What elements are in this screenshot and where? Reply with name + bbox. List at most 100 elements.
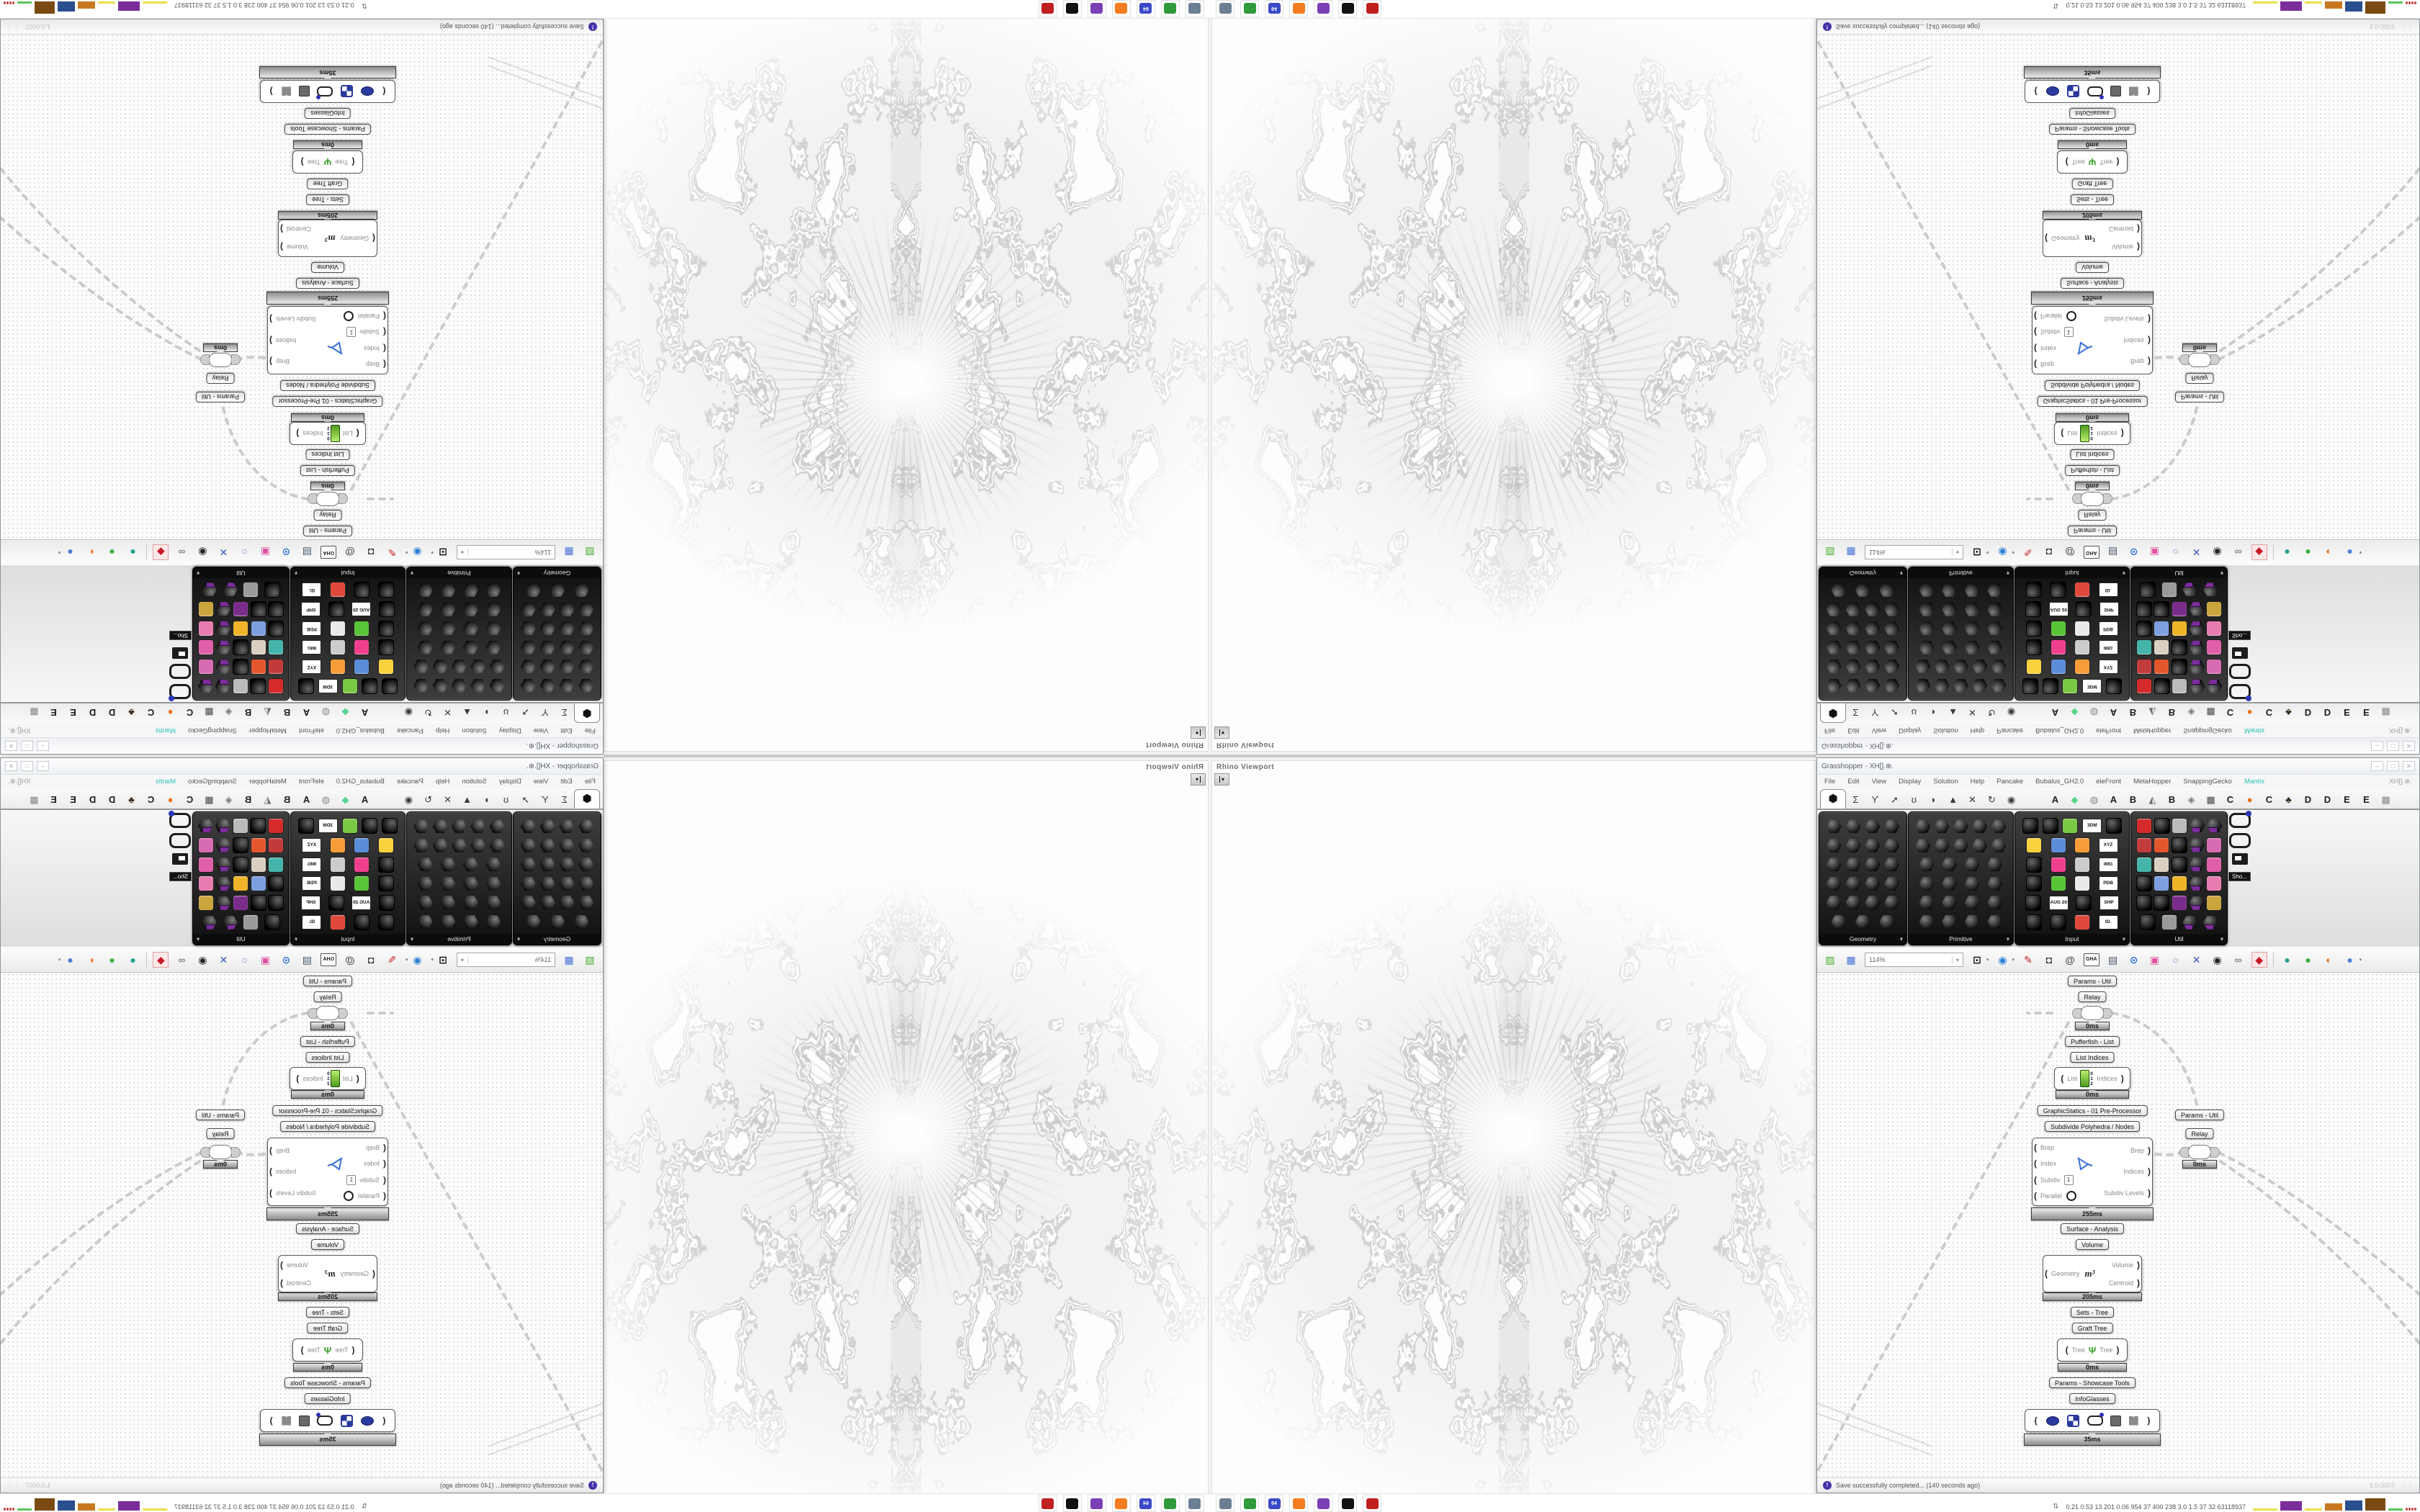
component-icon[interactable] xyxy=(362,678,378,695)
menu-item-pancake[interactable]: Pancake xyxy=(396,778,424,786)
chevron-down-icon[interactable]: ▾ xyxy=(431,549,434,554)
component-icon[interactable] xyxy=(233,639,249,656)
component-icon[interactable] xyxy=(2050,639,2066,656)
component-icon[interactable] xyxy=(578,896,593,909)
taskbar-app-system-monitor[interactable] xyxy=(1216,0,1234,17)
component-icon[interactable] xyxy=(377,639,394,656)
chevron-down-icon[interactable]: ▾ xyxy=(457,956,468,963)
component-icon[interactable] xyxy=(2171,600,2187,617)
panel-label-primitive[interactable]: Primitive ▾ xyxy=(1909,567,2013,578)
tab-gem-tab[interactable]: ◆ xyxy=(2071,707,2079,718)
component-icon[interactable] xyxy=(329,876,346,892)
toolbar-icon-rings[interactable]: ∞ xyxy=(2234,546,2242,558)
toolbar-icon-speaker[interactable]: ◘ xyxy=(2045,546,2053,558)
toolbar-icon-sphere-ring[interactable]: ◉ xyxy=(2213,954,2222,966)
grasshopper-titlebar[interactable]: Grasshopper - XH[].⊕. ‒ □ ✕ xyxy=(1,758,603,775)
tab-surface[interactable]: ◗ xyxy=(1930,794,1937,805)
list-indices-node[interactable]: ( List 0 1 2 Indices ) xyxy=(290,422,366,445)
component-icon[interactable] xyxy=(1919,914,1935,929)
component-icon[interactable] xyxy=(197,639,214,656)
toolbar-icon-ball-blue[interactable]: ● xyxy=(2347,546,2353,558)
relay-node[interactable] xyxy=(209,1145,232,1159)
component-icon[interactable] xyxy=(1826,819,1842,834)
component-icon[interactable] xyxy=(341,678,358,695)
component-icon[interactable] xyxy=(2050,914,2066,931)
taskbar-app-red-app[interactable] xyxy=(1039,0,1057,17)
component-icon[interactable] xyxy=(215,641,230,654)
group-label[interactable]: Surface - Analysis xyxy=(2060,1223,2125,1234)
tab-transform[interactable]: ↻ xyxy=(424,707,432,718)
component-icon[interactable] xyxy=(1953,660,1968,673)
easel-icon[interactable] xyxy=(2232,853,2248,865)
menu-item-view[interactable]: View xyxy=(1871,778,1887,786)
rhino-viewport-canvas[interactable]: Rhino Viewport ▾ xyxy=(1211,760,1816,1495)
component-icon[interactable] xyxy=(1972,819,1988,834)
toolbar-icon-at-sign[interactable]: @ xyxy=(2065,954,2075,966)
menu-item-file[interactable]: File xyxy=(1824,726,1836,734)
resize-grip[interactable]: ⋮⋮ xyxy=(6,1481,19,1489)
component-icon[interactable] xyxy=(490,679,505,693)
component-icon[interactable] xyxy=(1845,819,1861,834)
component-icon[interactable] xyxy=(197,600,214,617)
taskbar-app-retro-device[interactable] xyxy=(1240,0,1259,17)
component-icon[interactable] xyxy=(2136,678,2152,695)
component-icon[interactable] xyxy=(2189,876,2205,891)
component-icon[interactable] xyxy=(578,679,593,693)
component-label[interactable]: InfoGlasses xyxy=(305,108,351,119)
group-label[interactable]: Params - Util xyxy=(2067,526,2118,536)
component-icon[interactable] xyxy=(433,660,448,673)
toolbar-icon-preview-eye[interactable]: ◉ xyxy=(1998,546,2007,558)
tab-mountain-tab[interactable]: ◭ xyxy=(264,707,272,718)
tab-maths[interactable]: Σ xyxy=(1852,707,1859,718)
toolbar-icon-sphere-ring[interactable]: ◉ xyxy=(2213,546,2222,558)
taskbar-app-floppy-64[interactable]: 64 xyxy=(1265,0,1283,17)
component-icon[interactable] xyxy=(413,839,429,852)
volume-node[interactable]: ( Geometry m³ Volume) Centroid) xyxy=(278,220,377,257)
component-icon[interactable] xyxy=(1827,679,1842,693)
component-icon[interactable] xyxy=(2136,856,2152,873)
minimize-button[interactable]: ‒ xyxy=(37,761,49,771)
resize-grip[interactable]: ⋮⋮ xyxy=(2401,23,2414,31)
component-icon[interactable] xyxy=(1884,679,1899,693)
component-icon[interactable] xyxy=(540,679,555,693)
component-label[interactable]: Graft Tree xyxy=(2071,1323,2113,1333)
tab-mountain-tab[interactable]: ◭ xyxy=(2148,794,2156,805)
component-icon[interactable] xyxy=(1965,621,1980,635)
component-icon[interactable] xyxy=(1846,621,1861,635)
toolbar-icon-balloons[interactable]: ○ xyxy=(2172,954,2179,966)
component-icon[interactable] xyxy=(485,641,501,654)
component-icon[interactable]: AUG 20 xyxy=(2048,896,2069,911)
component-icon[interactable] xyxy=(2136,837,2152,853)
tab-curve[interactable]: ʊ xyxy=(503,707,509,718)
component-icon[interactable] xyxy=(2026,620,2043,636)
relay-node[interactable] xyxy=(2179,1145,2220,1159)
component-icon[interactable] xyxy=(559,679,574,693)
component-icon[interactable]: ID. xyxy=(302,915,322,930)
component-icon[interactable] xyxy=(550,583,565,597)
tab-vector[interactable]: ➚ xyxy=(1891,794,1899,805)
component-icon[interactable] xyxy=(2074,581,2091,598)
easel-icon[interactable] xyxy=(2232,647,2248,659)
component-icon[interactable] xyxy=(1934,838,1950,852)
component-icon[interactable] xyxy=(382,817,398,834)
component-icon[interactable] xyxy=(2026,639,2043,656)
component-icon[interactable] xyxy=(377,914,394,931)
component-label[interactable]: Relay xyxy=(313,991,342,1002)
component-icon[interactable] xyxy=(1987,876,2003,891)
maximize-button[interactable]: □ xyxy=(2387,741,2399,751)
toolbar-icon-zoom-extents[interactable]: ⊡ xyxy=(1973,546,1981,558)
component-label[interactable]: List Indices xyxy=(2070,449,2115,460)
tab-tab-b2[interactable]: B xyxy=(2168,707,2176,718)
component-icon[interactable] xyxy=(1884,819,1900,834)
component-icon[interactable] xyxy=(1826,896,1842,910)
component-icon[interactable] xyxy=(233,620,249,636)
viewport-menu-button[interactable]: ▾ xyxy=(1214,726,1229,739)
group-label[interactable]: GraphicStatics - 01 Pre-Processor xyxy=(272,1105,383,1116)
taskbar-app-vector-app[interactable] xyxy=(1063,1495,1082,1512)
component-icon[interactable] xyxy=(1827,660,1842,673)
component-icon[interactable] xyxy=(2172,678,2188,695)
component-icon[interactable] xyxy=(1884,621,1899,635)
tab-params[interactable]: ⬢ xyxy=(1820,789,1846,809)
component-icon[interactable] xyxy=(2206,856,2223,873)
component-icon[interactable] xyxy=(2206,620,2223,636)
